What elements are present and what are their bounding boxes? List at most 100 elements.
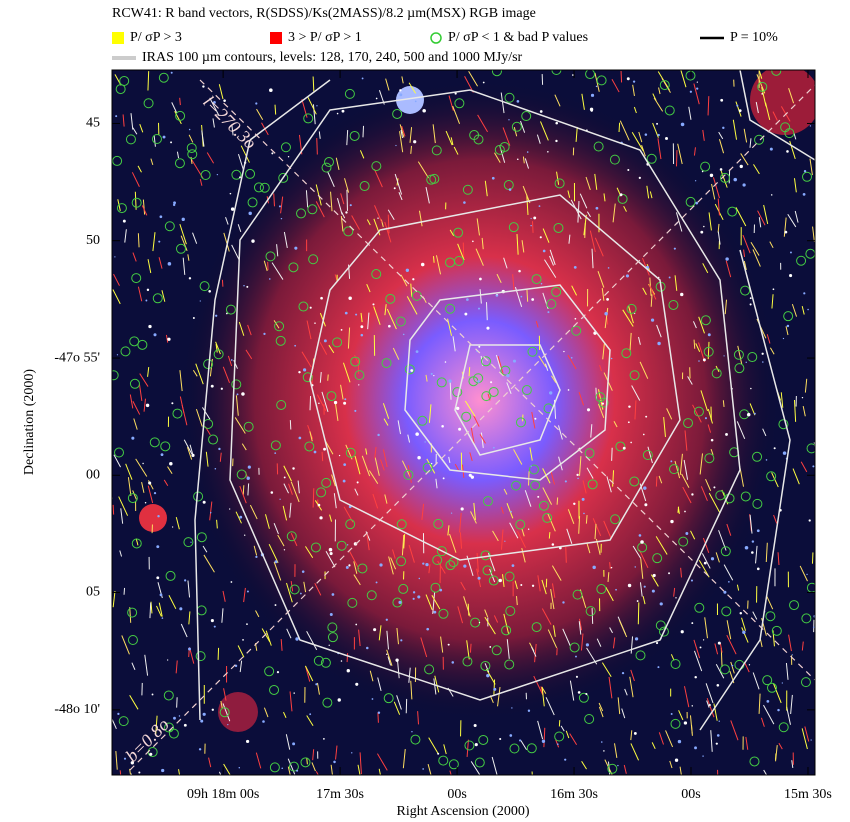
star (366, 646, 369, 650)
star (739, 164, 743, 169)
vector (623, 205, 627, 212)
vector (560, 725, 565, 732)
vector (418, 210, 423, 227)
bad-vector-circle (752, 498, 763, 509)
vector (579, 193, 588, 209)
vector (762, 428, 767, 437)
bad-vector-circle (219, 707, 230, 718)
vector (735, 207, 747, 227)
star (607, 267, 610, 269)
star (753, 412, 756, 415)
vector (377, 677, 382, 691)
vector (449, 381, 452, 400)
star (170, 71, 173, 74)
vector (452, 336, 456, 352)
vector (606, 476, 612, 493)
bad-vector-circle (740, 491, 751, 502)
star (402, 333, 405, 336)
vector (215, 344, 218, 353)
star (171, 402, 174, 405)
star (360, 333, 364, 337)
bad-vector-circle (683, 418, 694, 429)
vector (475, 248, 484, 266)
star (198, 748, 202, 751)
star (720, 98, 724, 102)
vector (500, 529, 504, 550)
bad-vector-circle (530, 480, 541, 491)
vector (298, 774, 300, 775)
vector (368, 470, 379, 484)
legend-label: IRAS 100 µm contours, levels: 128, 170, … (142, 50, 523, 65)
vector (566, 528, 573, 544)
star (399, 93, 403, 97)
vector (506, 382, 512, 394)
star (709, 173, 714, 178)
bad-vector-circle (607, 763, 618, 774)
vector (321, 391, 329, 412)
star (309, 713, 312, 716)
star (309, 306, 312, 309)
vector (723, 564, 734, 581)
bad-vector-circle (115, 84, 126, 95)
vector (428, 737, 439, 755)
star (422, 768, 424, 770)
vector (603, 193, 606, 202)
star (538, 205, 541, 208)
star (160, 453, 164, 457)
star (276, 671, 280, 674)
vector (745, 736, 749, 750)
vector (702, 537, 710, 554)
vector (208, 757, 212, 768)
star (151, 693, 154, 696)
vector (601, 287, 605, 301)
vector (724, 299, 728, 315)
star (355, 682, 359, 686)
vector (567, 190, 571, 198)
vector (771, 472, 779, 488)
bad-vector-circle (366, 590, 377, 601)
vector (582, 480, 587, 494)
vector (516, 234, 519, 255)
vector (448, 456, 451, 464)
vector (321, 451, 324, 462)
bad-vector-circle (275, 335, 286, 346)
bad-vector-circle (119, 75, 130, 86)
vector (132, 490, 137, 500)
vector (141, 205, 148, 216)
vector (532, 221, 534, 233)
vector (240, 145, 250, 163)
vector (639, 361, 649, 379)
vector (772, 111, 778, 121)
star (600, 741, 603, 743)
vector (384, 221, 392, 243)
star (702, 639, 705, 641)
star (691, 705, 693, 707)
vector (592, 518, 602, 537)
contours (194, 70, 815, 731)
star (279, 498, 281, 500)
bad-vector-circle (385, 293, 396, 304)
star (239, 176, 241, 179)
bad-vector-circle (432, 555, 443, 566)
star (172, 526, 174, 528)
vector (305, 666, 311, 682)
star (169, 462, 173, 466)
star (510, 510, 512, 513)
bad-vector-circle (800, 677, 811, 688)
vector (707, 424, 712, 433)
star (302, 368, 307, 372)
star (583, 512, 585, 515)
vector (428, 404, 432, 423)
star (246, 285, 249, 288)
vector (334, 401, 339, 421)
star (448, 379, 452, 383)
bad-vector-circle (578, 692, 589, 703)
star (412, 278, 415, 281)
star (320, 296, 323, 300)
vector (789, 140, 796, 159)
star (689, 90, 692, 93)
star (644, 133, 648, 136)
vector (681, 473, 690, 488)
vector (112, 504, 115, 515)
vector (277, 534, 285, 547)
